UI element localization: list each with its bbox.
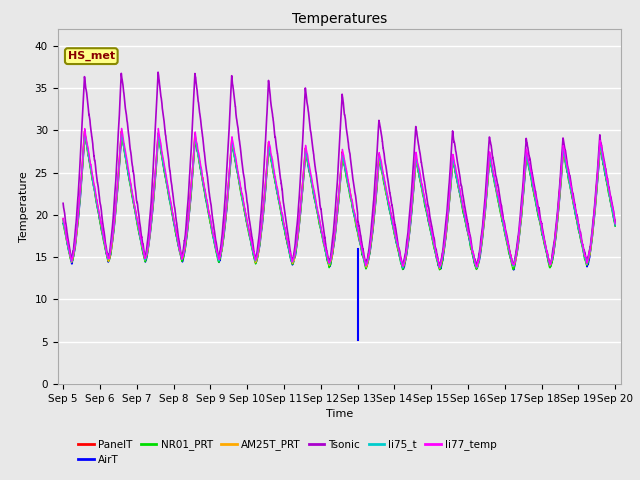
li77_temp (433, 252, 440, 257)
Legend: PanelT, AirT, NR01_PRT, AM25T_PRT, Tsonic, li75_t, li77_temp: PanelT, AirT, NR01_PRT, AM25T_PRT, Tsoni… (74, 435, 501, 469)
AM25T_PRT (159, 155, 166, 161)
Tsonic (60, 201, 67, 206)
AM25T_PRT (436, 265, 444, 271)
NR01_PRT (436, 267, 444, 273)
NR01_PRT (118, 132, 125, 138)
AM25T_PRT (433, 253, 440, 259)
li75_t (159, 156, 166, 161)
AM25T_PRT (60, 217, 67, 223)
Tsonic (319, 219, 326, 225)
PanelT (611, 219, 619, 225)
NR01_PRT (463, 227, 471, 232)
Line: NR01_PRT: NR01_PRT (63, 135, 615, 270)
AM25T_PRT (319, 235, 326, 240)
AM25T_PRT (611, 218, 619, 224)
PanelT (433, 252, 440, 257)
X-axis label: Time: Time (326, 409, 353, 419)
li77_temp (611, 217, 618, 223)
Y-axis label: Temperature: Temperature (19, 171, 29, 242)
Tsonic (611, 219, 619, 225)
Text: HS_met: HS_met (68, 51, 115, 61)
li77_temp (436, 264, 444, 270)
AirT (510, 267, 518, 273)
AM25T_PRT (495, 197, 502, 203)
li75_t (60, 217, 67, 223)
PanelT (319, 233, 326, 239)
NR01_PRT (611, 221, 618, 227)
AirT (81, 132, 89, 138)
AM25T_PRT (463, 225, 471, 230)
PanelT (495, 194, 502, 200)
Tsonic (611, 216, 618, 222)
li75_t (495, 197, 502, 203)
NR01_PRT (319, 237, 326, 242)
li77_temp (319, 230, 326, 236)
NR01_PRT (433, 254, 440, 260)
li75_t (399, 265, 406, 271)
AM25T_PRT (611, 217, 618, 223)
PanelT (60, 216, 67, 222)
Line: li77_temp: li77_temp (63, 128, 615, 267)
AirT (494, 197, 502, 203)
Line: AM25T_PRT: AM25T_PRT (63, 132, 615, 268)
li75_t (433, 253, 440, 259)
NR01_PRT (495, 200, 502, 205)
li75_t (611, 219, 618, 225)
AirT (611, 219, 618, 225)
AM25T_PRT (118, 130, 125, 135)
Line: AirT: AirT (63, 135, 615, 270)
Tsonic (433, 248, 440, 253)
NR01_PRT (159, 158, 166, 164)
li77_temp (611, 221, 619, 227)
Tsonic (495, 184, 502, 190)
Tsonic (154, 69, 162, 75)
AirT (60, 220, 67, 226)
PanelT (159, 154, 166, 160)
PanelT (611, 218, 618, 224)
Tsonic (472, 263, 480, 269)
AirT (319, 235, 326, 240)
li75_t (463, 225, 471, 231)
li77_temp (60, 216, 67, 221)
li75_t (319, 234, 326, 240)
PanelT (81, 128, 88, 134)
li75_t (81, 130, 88, 136)
PanelT (436, 264, 444, 270)
Line: li75_t: li75_t (63, 133, 615, 268)
Tsonic (463, 216, 471, 221)
Title: Temperatures: Temperatures (292, 12, 387, 26)
li77_temp (463, 222, 471, 228)
Line: Tsonic: Tsonic (63, 72, 615, 266)
AirT (611, 223, 619, 228)
AirT (463, 225, 471, 231)
li77_temp (495, 192, 502, 198)
PanelT (463, 223, 471, 228)
NR01_PRT (611, 223, 619, 229)
li77_temp (159, 152, 166, 157)
NR01_PRT (60, 221, 67, 227)
li77_temp (118, 125, 125, 131)
li75_t (611, 222, 619, 228)
AirT (159, 157, 166, 163)
Line: PanelT: PanelT (63, 131, 615, 267)
Tsonic (159, 106, 166, 112)
AirT (433, 255, 440, 261)
